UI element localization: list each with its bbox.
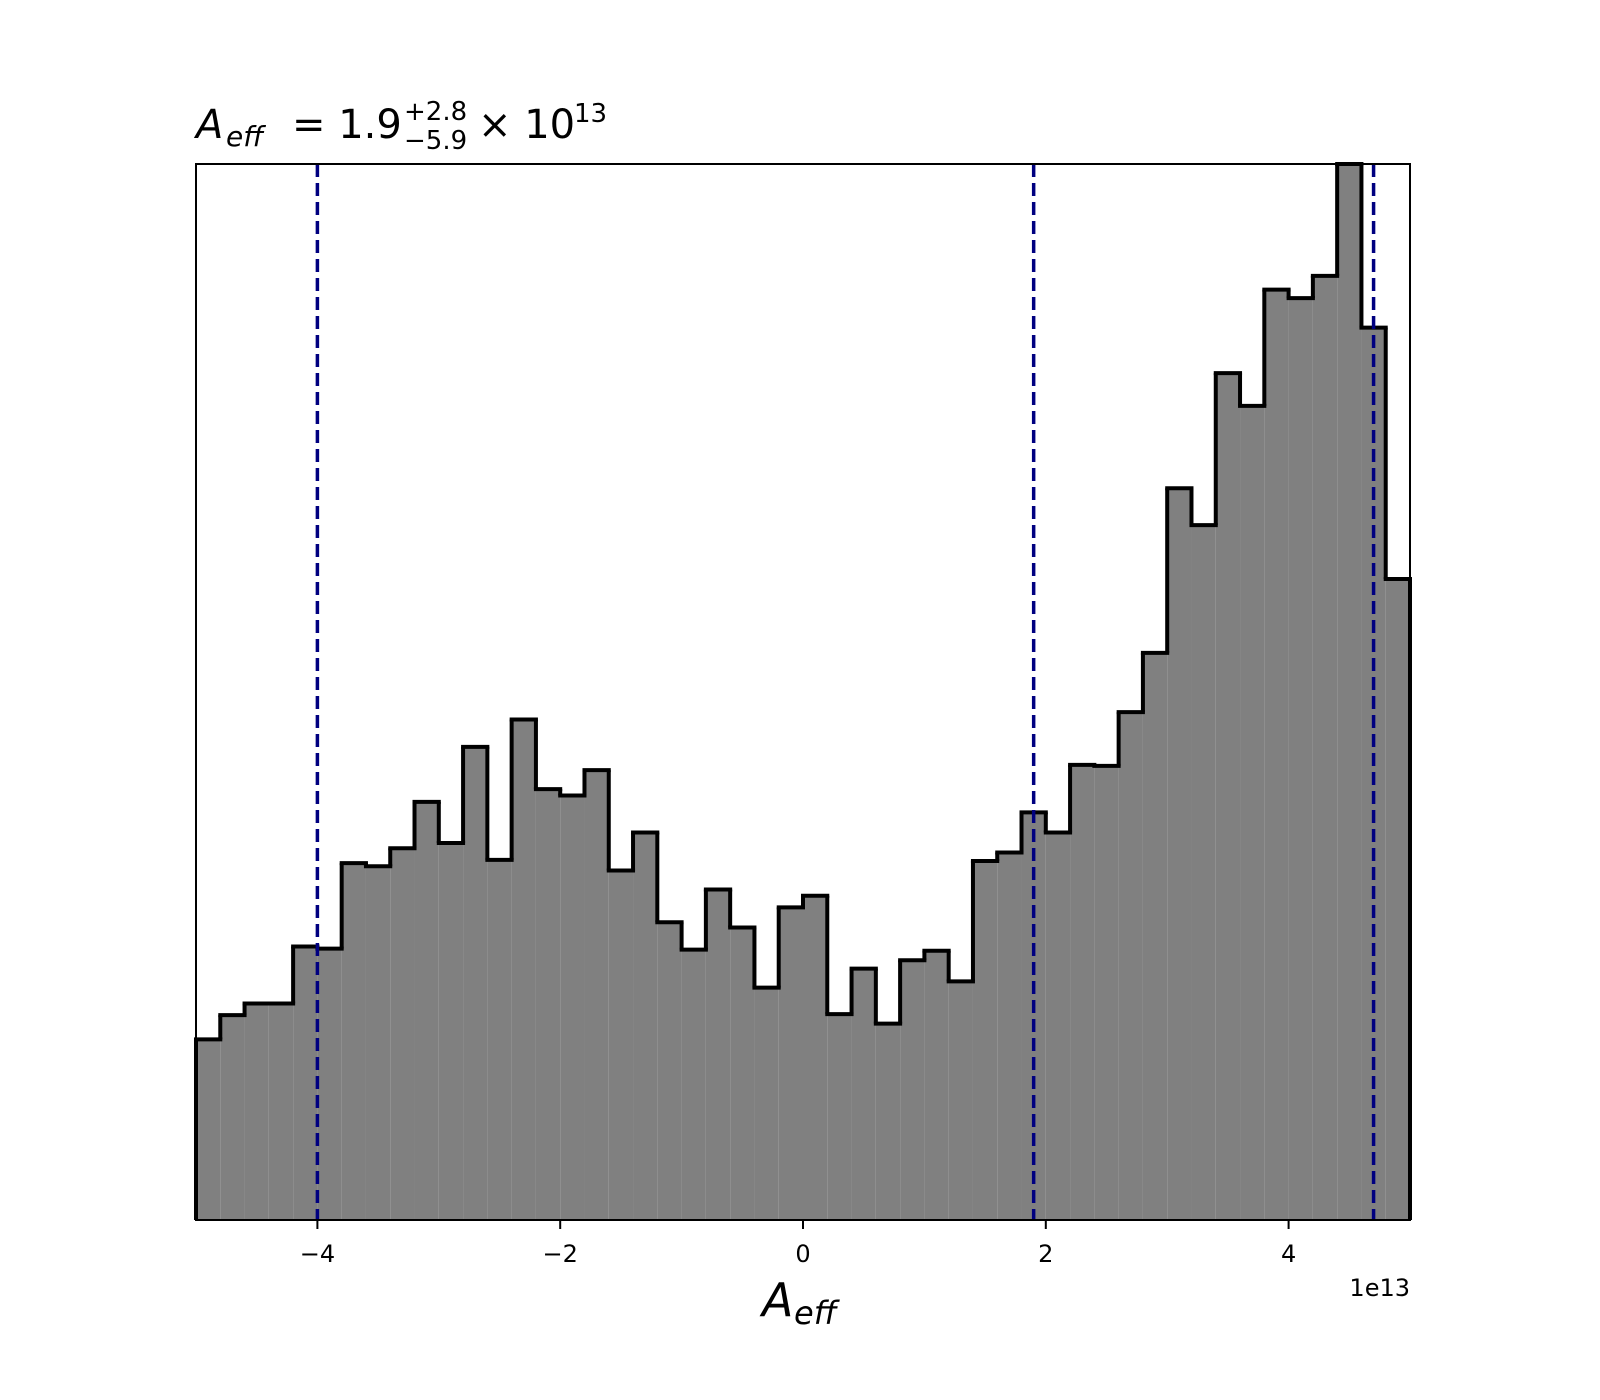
histogram-bar — [1337, 164, 1362, 1220]
x-tick-label: 2 — [1038, 1240, 1053, 1268]
title-subscript: eff — [226, 120, 266, 153]
histogram-bar — [608, 870, 634, 1220]
histogram-bar — [1142, 652, 1168, 1220]
histogram-bar — [730, 927, 755, 1220]
title-minus: −5.9 — [404, 126, 467, 156]
histogram-bar — [851, 968, 876, 1220]
histogram-bar — [1312, 275, 1338, 1220]
title-times: × 10 — [478, 102, 575, 148]
title-plus: +2.8 — [404, 97, 467, 127]
histogram-bar — [317, 948, 342, 1220]
x-tick-label: −4 — [300, 1240, 335, 1268]
histogram-bar — [875, 1023, 901, 1220]
histogram-bar — [390, 848, 415, 1220]
histogram-bar — [948, 981, 973, 1220]
histogram-bar — [1167, 488, 1192, 1220]
histogram-bar — [365, 866, 391, 1220]
histogram-bar — [972, 860, 998, 1220]
title-exponent: 13 — [574, 99, 607, 129]
histogram-bar — [803, 895, 828, 1220]
histogram-bar — [924, 950, 949, 1220]
x-label-symbol: A — [759, 1273, 793, 1327]
x-label-subscript: eff — [794, 1294, 841, 1332]
histogram-bar — [705, 889, 731, 1220]
histogram-bar — [196, 1039, 221, 1220]
histogram-bar — [293, 946, 318, 1220]
histogram-bar — [511, 719, 536, 1220]
histogram-bar — [535, 789, 561, 1220]
histogram-bar — [1264, 289, 1289, 1220]
histogram-bar — [220, 1015, 245, 1220]
histogram-bar — [487, 859, 512, 1220]
x-tick-label: 0 — [795, 1240, 810, 1268]
histogram-bar — [244, 1003, 269, 1220]
x-tick-label: 4 — [1281, 1240, 1296, 1268]
histogram-bar — [1288, 298, 1313, 1220]
histogram-bar — [657, 922, 682, 1220]
histogram-bar — [633, 832, 658, 1220]
histogram-bar — [560, 795, 585, 1220]
histogram-bar — [584, 770, 609, 1220]
x-tick-label: −2 — [543, 1240, 578, 1268]
histogram-bar — [463, 746, 488, 1220]
histogram-bar — [1215, 373, 1241, 1220]
histogram-bar — [754, 987, 779, 1220]
title-median: = 1.9 — [292, 102, 402, 148]
histogram-bar — [1045, 832, 1071, 1220]
histogram-bar — [1385, 579, 1410, 1220]
histogram-bar — [341, 863, 366, 1220]
histogram-bar — [268, 1003, 294, 1220]
histogram-bar — [1191, 525, 1216, 1220]
histogram-bar — [1240, 405, 1265, 1221]
histogram-bar — [1118, 712, 1143, 1220]
histogram-bar — [1094, 765, 1119, 1220]
histogram-bar — [414, 801, 439, 1220]
title-symbol: A — [193, 102, 223, 148]
histogram-bar — [997, 852, 1022, 1220]
histogram-bar — [438, 843, 464, 1220]
histogram-bar — [681, 949, 706, 1220]
histogram-bar — [778, 907, 803, 1220]
histogram-bar — [827, 1014, 852, 1220]
histogram-bar — [1070, 764, 1095, 1220]
x-offset-label: 1e13 — [1349, 1274, 1410, 1302]
histogram-bar — [900, 960, 925, 1220]
